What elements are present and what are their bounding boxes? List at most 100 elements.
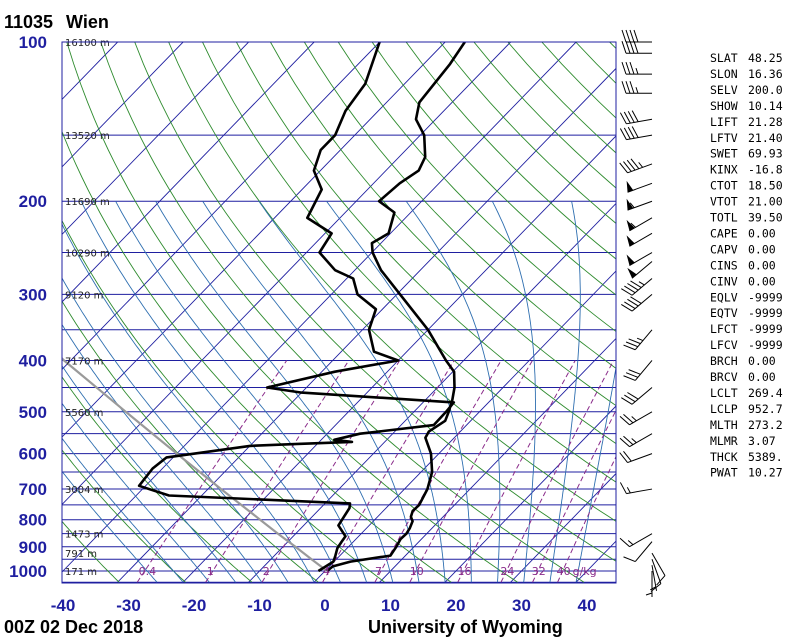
wind-barb-full	[633, 29, 639, 43]
index-value: 21.28	[748, 115, 783, 129]
wind-barb-staff	[651, 565, 658, 591]
wind-barb-full	[624, 301, 636, 309]
index-value: 0.00	[748, 274, 776, 288]
station-id: 11035	[4, 12, 53, 32]
wind-barb-staff	[631, 278, 653, 296]
moist-adiabat	[155, 200, 394, 583]
wind-barb-full	[619, 482, 627, 494]
height-label: 5560 m	[65, 408, 103, 419]
wind-barb-staff	[626, 134, 653, 141]
dry-adiabat	[337, 42, 616, 333]
index-value: -9999	[748, 338, 783, 352]
temperature-tick-label: 30	[512, 596, 531, 615]
dry-adiabat	[100, 42, 585, 583]
wind-barb-full	[619, 537, 630, 548]
index-value: 0.00	[748, 258, 776, 272]
wind-barb-pennant	[626, 235, 635, 247]
wind-barb-full	[623, 344, 636, 351]
wind-barb-pennant	[626, 219, 635, 231]
wind-barb-full	[656, 575, 666, 586]
wind-barb-full	[627, 298, 639, 307]
height-label: 791 m	[65, 549, 97, 560]
mixing-ratio-label: g/kg	[573, 565, 597, 578]
moist-adiabat	[80, 201, 341, 583]
wind-barb-full	[623, 111, 631, 124]
wind-barbs	[619, 29, 666, 597]
mixing-ratio-line	[532, 409, 616, 583]
wind-barb-full	[625, 61, 631, 75]
index-name: LCLT	[710, 386, 738, 400]
moist-adiabat	[62, 323, 263, 583]
wind-barb-staff	[634, 541, 653, 562]
index-value: 16.36	[748, 67, 783, 81]
index-name: CINS	[710, 258, 738, 272]
dry-adiabat	[62, 300, 319, 583]
wind-barb	[621, 61, 652, 75]
height-label: 13520 m	[65, 131, 110, 142]
mixing-ratio-label: 2	[263, 565, 270, 578]
wind-barb-full	[625, 41, 631, 54]
index-value: 0.00	[748, 354, 776, 368]
dry-adiabat	[371, 42, 616, 296]
height-label: 10290 m	[65, 249, 110, 260]
index-value: -9999	[748, 322, 783, 336]
index-name: CINV	[710, 274, 738, 288]
wind-barb-full	[627, 126, 635, 139]
isotherm-line	[62, 42, 184, 168]
wind-barb-full	[619, 437, 630, 448]
isotherm-line	[62, 42, 118, 100]
height-label: 11690 m	[65, 197, 110, 208]
wind-barb-staff	[629, 433, 653, 448]
temperature-tick-label: 0	[320, 596, 329, 615]
wind-barb	[626, 252, 653, 266]
wind-barb	[619, 158, 653, 174]
index-name: MLTH	[710, 418, 738, 432]
wind-barb-staff	[634, 360, 653, 381]
wind-barb-staff	[651, 559, 662, 584]
wind-barb-full	[621, 81, 627, 94]
index-value: 18.50	[748, 179, 783, 193]
wind-barb	[619, 482, 653, 495]
index-name: LFCV	[710, 338, 738, 352]
isotherm-line	[62, 42, 380, 371]
index-name: SLON	[710, 67, 738, 81]
wind-barb-staff	[629, 217, 653, 232]
wind-barb-full	[623, 161, 632, 172]
wind-barb-full	[619, 112, 627, 125]
parcel-path	[62, 356, 328, 572]
index-name: LCLP	[710, 402, 738, 416]
height-label: 171 m	[65, 567, 97, 578]
wind-barb-full	[619, 162, 628, 174]
sounding-profiles	[62, 42, 466, 573]
mixing-ratio-label: 0.4	[139, 565, 157, 578]
moist-adiabat	[62, 402, 210, 583]
wind-barb-staff	[651, 552, 666, 576]
temperature-tick-label: 10	[381, 596, 400, 615]
wind-barb-full	[621, 304, 633, 312]
wind-barb-half	[627, 540, 634, 546]
index-name: LFTV	[710, 131, 738, 145]
mixing-ratio-label: 10	[410, 565, 424, 578]
wind-barb-staff	[634, 329, 653, 351]
index-value: 21.40	[748, 131, 783, 145]
wind-barb-half	[638, 162, 643, 168]
index-value: 273.2	[748, 418, 783, 432]
isotherm-line	[182, 135, 616, 583]
index-name: CAPE	[710, 226, 738, 240]
moist-adiabat	[115, 200, 367, 583]
isotherm-line	[117, 67, 616, 583]
index-name: CTOT	[710, 179, 738, 193]
wind-barb-full	[629, 41, 635, 54]
moist-adiabat	[549, 201, 581, 583]
height-labels: 171 m 791 m 1473 m 3004 m 5560 m 7170 m 9120 m…	[65, 38, 110, 578]
timestamp: 00Z 02 Dec 2018	[4, 617, 143, 637]
moist-adiabat	[326, 200, 472, 583]
wind-barb	[619, 433, 653, 448]
wind-barb	[645, 571, 653, 597]
wind-barb-full	[631, 126, 639, 138]
moist-adiabat	[62, 365, 236, 583]
mixing-ratio-line	[409, 360, 533, 583]
dry-adiabat	[66, 42, 518, 583]
mixing-ratio-label: 7	[375, 565, 382, 578]
